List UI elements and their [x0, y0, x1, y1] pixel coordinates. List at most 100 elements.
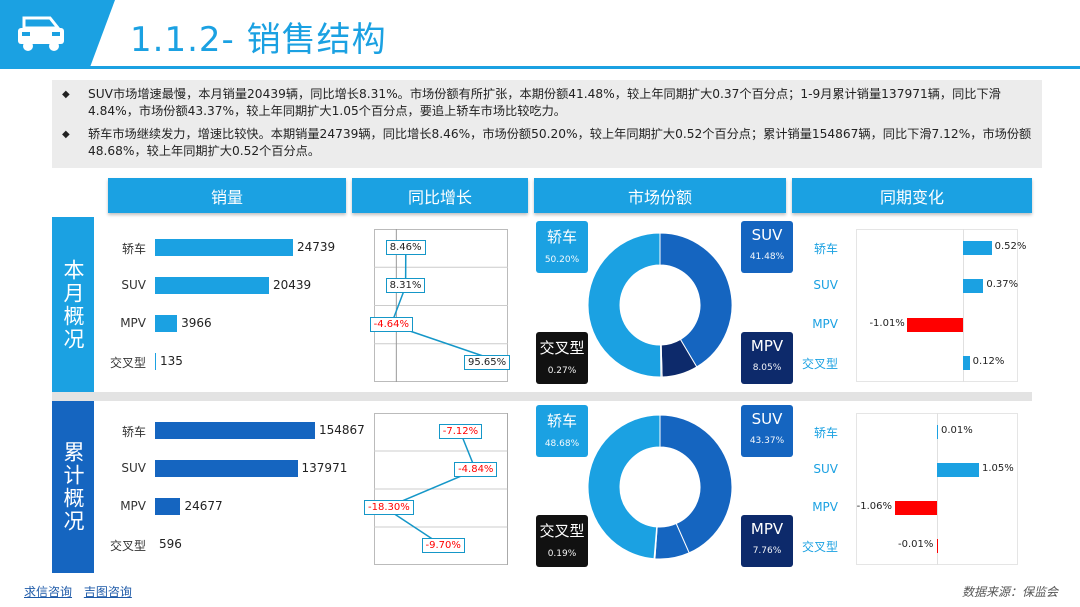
- column-header-change: 同期变化: [792, 178, 1032, 213]
- change-value-label: -1.01%: [869, 317, 905, 329]
- data-source: 数据来源：保监会: [961, 585, 1058, 599]
- share-category: 轿车: [546, 412, 577, 430]
- category-label: MPV: [120, 499, 146, 513]
- row-label-month: 本月概况: [52, 217, 94, 392]
- category-label: SUV: [121, 461, 146, 475]
- sales-value-label: 154867: [319, 423, 365, 437]
- share-percent: 50.20%: [544, 255, 580, 265]
- yoy-line: [383, 431, 477, 547]
- change-bar: [894, 501, 937, 515]
- change-category-label: 交叉型: [801, 356, 838, 371]
- yoy-data-label: 8.46%: [385, 240, 426, 256]
- category-label: 轿车: [121, 242, 146, 256]
- share-donut: [587, 414, 733, 560]
- bullet-text: 轿车市场继续发力，增速比较快。本期销量24739辆，同比增长8.46%，市场份额…: [88, 127, 1032, 158]
- change-category-label: SUV: [813, 278, 838, 293]
- car-icon: [18, 16, 64, 51]
- share-label: 轿车 50.20%: [536, 221, 588, 273]
- sales-value-label: 596: [159, 537, 182, 551]
- sales-value-label: 137971: [301, 461, 348, 475]
- change-value-label: 0.37%: [986, 279, 1019, 291]
- sales-bar: [155, 277, 269, 294]
- yoy-data-label: -7.12%: [438, 424, 483, 439]
- footer-link[interactable]: 吉图咨询: [83, 585, 132, 599]
- change-category-label: MPV: [812, 316, 838, 331]
- column-header-share: 市场份额: [534, 178, 786, 213]
- sales-bar: [155, 422, 315, 439]
- bullet-text: SUV市场增速最慢，本月销量20439辆，同比增长8.31%。市场份额有所扩张，…: [88, 87, 1001, 118]
- sales-bar: [155, 353, 156, 370]
- change-bar: [937, 463, 979, 477]
- sales-bar: [155, 498, 181, 515]
- yoy-data-label: -4.64%: [369, 316, 414, 332]
- change-category-label: 轿车: [813, 426, 838, 440]
- share-label: 交叉型 0.19%: [536, 515, 588, 567]
- share-category: 轿车: [546, 228, 577, 246]
- share-percent: 0.27%: [547, 366, 577, 376]
- change-category-label: MPV: [812, 500, 838, 514]
- category-label: MPV: [120, 316, 146, 330]
- category-label: 交叉型: [109, 539, 146, 553]
- yoy-data-label: -4.84%: [454, 462, 498, 477]
- yoy-data-label: -9.70%: [421, 538, 465, 553]
- change-bar: [937, 425, 938, 439]
- header-divider: [0, 66, 1080, 69]
- share-label: 交叉型 0.27%: [536, 332, 588, 384]
- sales-value-label: 24677: [184, 499, 223, 513]
- category-label: SUV: [121, 278, 146, 292]
- change-zero-axis: [937, 413, 938, 565]
- change-category-label: SUV: [813, 462, 838, 476]
- footer-link[interactable]: 求信咨询: [24, 585, 73, 599]
- share-donut: [587, 232, 733, 378]
- page-title: 1.1.2- 销售结构: [130, 20, 387, 60]
- donut-slice: [659, 414, 733, 554]
- yoy-chart: [374, 413, 508, 565]
- share-percent: 7.76%: [752, 546, 782, 556]
- row-label-cumulative: 累计概况: [52, 401, 94, 573]
- donut-slice: [587, 232, 662, 378]
- share-category: SUV: [751, 410, 783, 428]
- share-percent: 48.68%: [544, 439, 580, 449]
- yoy-line: [390, 248, 504, 364]
- share-percent: 8.05%: [752, 363, 782, 373]
- change-category-label: 交叉型: [801, 540, 838, 554]
- yoy-data-label: 8.31%: [385, 278, 426, 294]
- share-label: 轿车 48.68%: [536, 405, 588, 457]
- share-percent: 0.19%: [547, 549, 577, 559]
- yoy-data-label: 95.65%: [464, 354, 511, 370]
- share-category: 交叉型: [539, 522, 585, 540]
- share-percent: 41.48%: [749, 252, 785, 262]
- change-value-label: 0.12%: [972, 355, 1005, 367]
- share-label: MPV 8.05%: [741, 332, 793, 384]
- column-header-sales: 销量: [108, 178, 346, 213]
- share-category: MPV: [750, 337, 784, 355]
- category-label: 轿车: [121, 425, 146, 439]
- column-header-yoy: 同比增长: [352, 178, 528, 213]
- change-value-label: 1.05%: [982, 463, 1014, 474]
- change-bar: [963, 241, 992, 256]
- diamond-bullet-icon: ◆: [62, 89, 70, 100]
- share-label: SUV 43.37%: [741, 405, 793, 457]
- header-logo: [0, 0, 115, 68]
- category-label: 交叉型: [109, 356, 146, 370]
- change-value-label: 0.01%: [941, 425, 973, 436]
- diamond-bullet-icon: ◆: [62, 129, 70, 140]
- sales-bar: [155, 239, 293, 256]
- donut-slice: [587, 414, 661, 560]
- change-grid-panel: [856, 229, 1018, 382]
- donut-slice: [659, 232, 733, 368]
- share-percent: 43.37%: [749, 436, 785, 446]
- sales-value-label: 3966: [181, 316, 212, 330]
- change-bar: [963, 279, 984, 294]
- change-zero-axis: [963, 229, 964, 382]
- change-bar: [963, 355, 970, 370]
- row-separator: [52, 392, 1032, 401]
- change-bar: [907, 317, 963, 332]
- share-label: SUV 41.48%: [741, 221, 793, 273]
- change-bar: [936, 539, 938, 553]
- summary-bullets: ◆ SUV市场增速最慢，本月销量20439辆，同比增长8.31%。市场份额有所扩…: [52, 80, 1042, 168]
- sales-value-label: 135: [160, 354, 183, 368]
- change-value-label: -1.06%: [856, 501, 892, 512]
- share-label: MPV 7.76%: [741, 515, 793, 567]
- change-value-label: 0.52%: [994, 241, 1027, 253]
